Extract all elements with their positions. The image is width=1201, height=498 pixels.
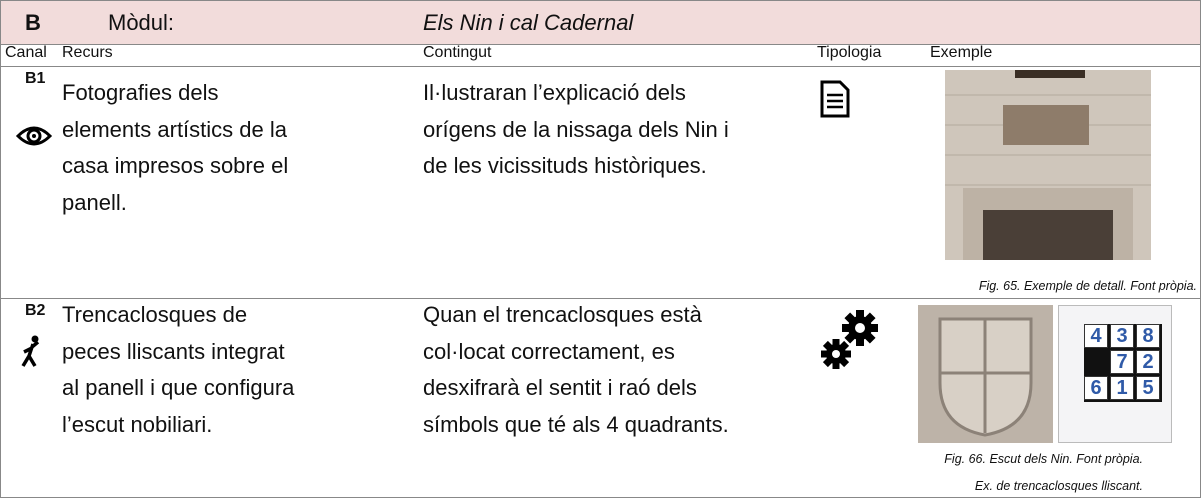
resource-line: Fotografies dels [62,80,219,105]
puzzle-tile: 3 [1110,324,1134,348]
puzzle-tile: 4 [1084,324,1108,348]
puzzle-tile: 7 [1110,350,1134,374]
person-icon [21,335,40,367]
caption: Fig. 66. Escut dels Nin. Font pròpia. [944,452,1143,466]
content-line: Quan el trencaclosques està [423,302,702,327]
resource-line: casa impresos sobre el [62,153,289,178]
puzzle-tile: 1 [1110,376,1134,400]
content-line: Il·lustraran l’explicació dels [423,80,686,105]
column-header: Recurs [62,44,113,61]
puzzle-tile: 2 [1136,350,1160,374]
resource-line: al panell i que configura [62,375,295,400]
resource-line: Trencaclosques de [62,302,248,327]
module-title: Els Nin i cal Cadernal [423,10,634,35]
column-header: Tipologia [817,44,882,61]
section-id: B [25,10,41,35]
column-header: Exemple [930,44,993,61]
row-id: B1 [25,70,46,87]
caption: Ex. de trencaclosques lliscant. [974,479,1143,493]
module-label: Mòdul: [108,10,175,35]
eye-icon [16,126,52,146]
coat-of-arms-photo [918,305,1053,443]
puzzle-tile: 6 [1084,376,1108,400]
resource-line: peces lliscants integrat [62,338,285,364]
resource-line: panell. [62,189,127,215]
column-header: Contingut [423,44,492,61]
detail-photo [945,70,1151,260]
column-header: Canal [5,44,47,61]
gears-icon [821,310,878,369]
resource-line: l’escut nobiliari. [62,411,213,437]
row-id: B2 [25,302,46,319]
header-band [0,0,1201,44]
content-line: símbols que té als 4 quadrants. [423,411,729,437]
puzzle-tile: 5 [1136,376,1160,400]
content-line: col·locat correctament, es [423,338,675,364]
caption: Fig. 65. Exemple de detall. Font pròpia. [978,279,1197,293]
content-line: de les vicissituds històriques. [423,153,707,178]
content-line: orígens de la nissaga dels Nin i [423,116,729,142]
content-line: desxifrarà el sentit i raó dels [423,375,697,400]
puzzle-tile: 8 [1136,324,1160,348]
document-icon [820,80,850,118]
resource-line: elements artístics de la [62,116,287,142]
